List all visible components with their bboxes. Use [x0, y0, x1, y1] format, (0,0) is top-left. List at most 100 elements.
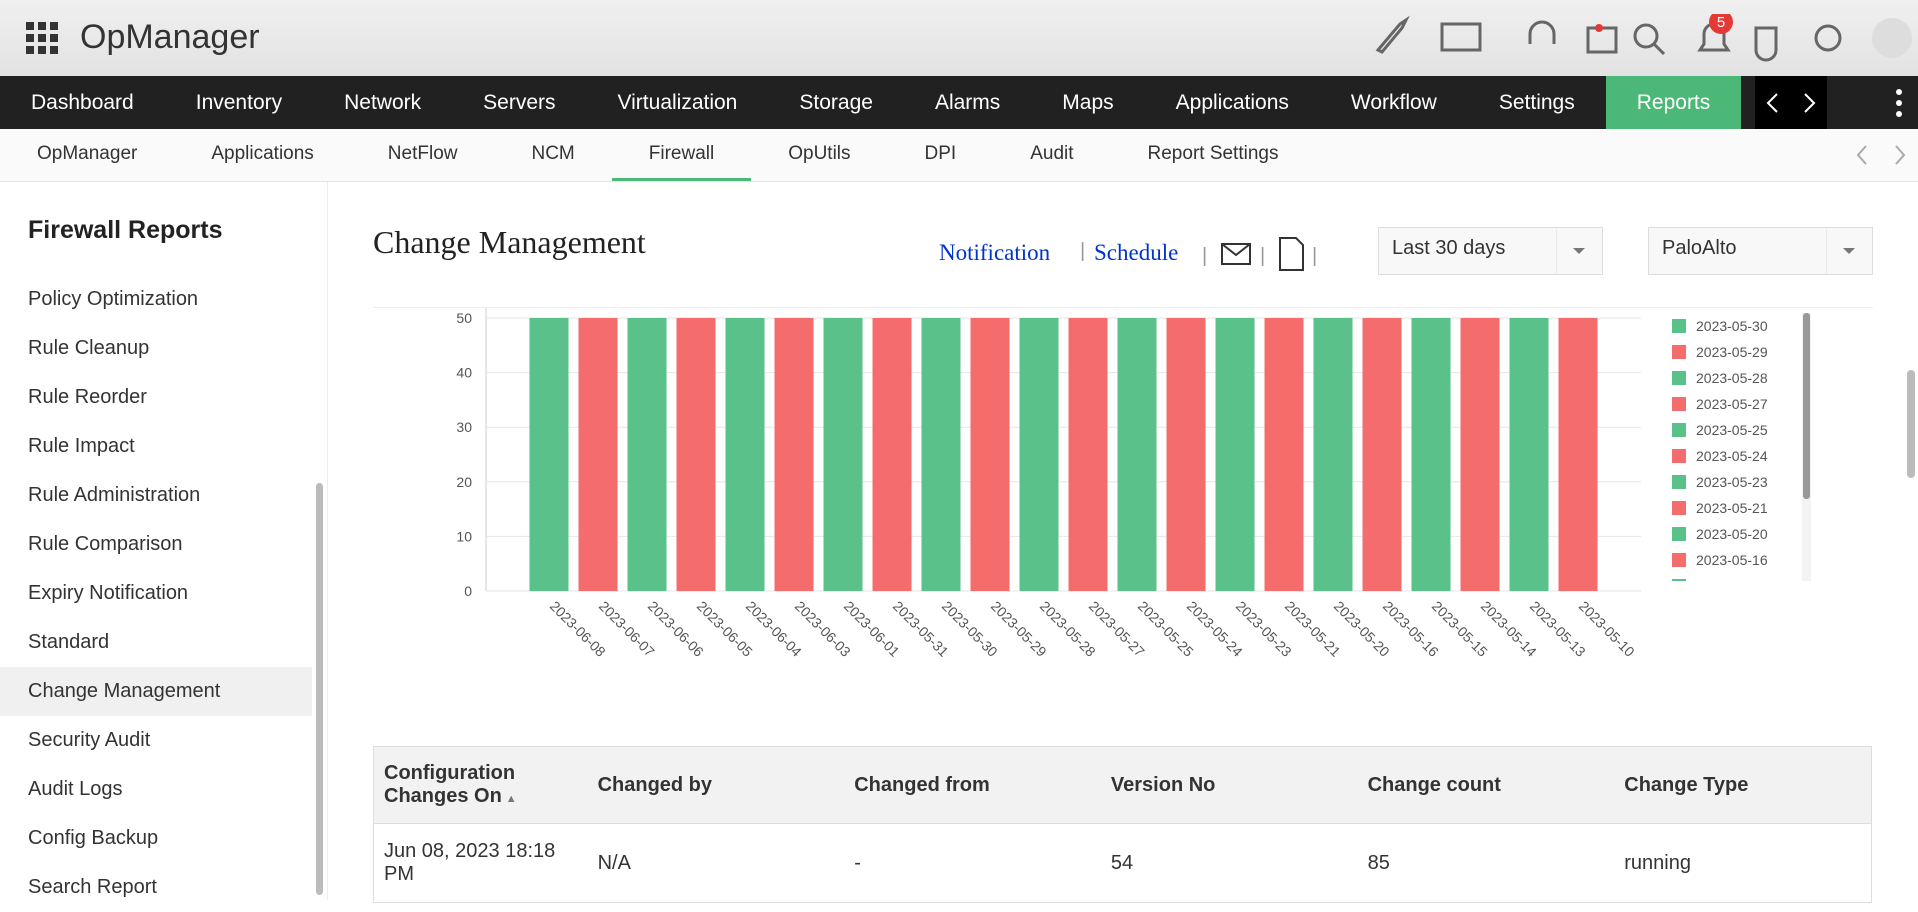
- sub-nav-arrows[interactable]: [1846, 140, 1916, 170]
- legend-item[interactable]: 2023-05-25: [1672, 417, 1798, 443]
- table-cell: Jun 08, 2023 18:18 PM: [373, 823, 588, 903]
- legend-item[interactable]: 2023-05-16: [1672, 547, 1798, 573]
- legend-item[interactable]: 2023-05-24: [1672, 443, 1798, 469]
- header-icons: 5: [1375, 14, 1912, 62]
- bar: [1215, 318, 1255, 591]
- sort-icon[interactable]: ▲: [505, 793, 517, 805]
- legend-swatch: [1672, 501, 1686, 515]
- sidebar-item[interactable]: Policy Optimization: [28, 288, 199, 310]
- sub-nav-item[interactable]: NCM: [531, 143, 575, 164]
- rocket-icon[interactable]: [1375, 15, 1410, 54]
- svg-text:|: |: [1260, 245, 1265, 267]
- legend-item[interactable]: 2023-05-20: [1672, 521, 1798, 547]
- period-value: Last 30 days: [1392, 237, 1506, 259]
- legend-swatch: [1672, 553, 1686, 567]
- sidebar-item[interactable]: Change Management: [0, 667, 312, 716]
- column-header[interactable]: Configuration Changes On ▲: [373, 746, 588, 824]
- page-scrollbar[interactable]: [1907, 370, 1915, 478]
- y-tick-label: 40: [456, 365, 472, 381]
- legend-swatch: [1672, 449, 1686, 463]
- legend-swatch: [1672, 475, 1686, 489]
- legend-swatch: [1672, 397, 1686, 411]
- nav-item[interactable]: Alarms: [934, 91, 1001, 114]
- legend-swatch: [1672, 579, 1686, 581]
- sub-nav-item[interactable]: Report Settings: [1147, 143, 1279, 164]
- plug-icon[interactable]: [1754, 26, 1778, 62]
- bar: [1411, 318, 1451, 591]
- settings-icon[interactable]: [1814, 24, 1842, 52]
- schedule-link[interactable]: Schedule: [1094, 240, 1179, 265]
- legend-item[interactable]: 2023-05-30: [1672, 313, 1798, 339]
- pdf-icon[interactable]: [1279, 237, 1304, 271]
- apps-icon[interactable]: [26, 22, 58, 54]
- data-table: Configuration Changes On ▲ Changed by Chang…: [373, 746, 1872, 903]
- sidebar-item[interactable]: Search Report: [28, 876, 157, 898]
- nav-item[interactable]: Virtualization: [617, 91, 738, 114]
- sub-nav-item[interactable]: Firewall: [611, 129, 752, 181]
- nav-item[interactable]: Workflow: [1350, 91, 1437, 114]
- legend-label: 2023-05-30: [1696, 318, 1768, 334]
- sidebar-item[interactable]: Security Audit: [28, 729, 151, 751]
- sidebar: Firewall Reports Policy Optimization Rule…: [0, 182, 328, 900]
- nav-item[interactable]: Maps: [1062, 91, 1114, 114]
- sub-nav-item[interactable]: OpUtils: [788, 143, 851, 164]
- sidebar-item[interactable]: Audit Logs: [28, 778, 123, 800]
- legend-item[interactable]: 2023-05-15: [1672, 573, 1798, 581]
- svg-text:|: |: [1312, 245, 1317, 267]
- bar: [725, 318, 765, 591]
- sub-nav-item[interactable]: DPI: [924, 143, 957, 164]
- sidebar-item[interactable]: Rule Impact: [28, 435, 135, 457]
- period-select[interactable]: Last 30 days: [1378, 227, 1603, 275]
- table-cell: 85: [1357, 823, 1615, 903]
- nav-item[interactable]: Applications: [1175, 91, 1289, 114]
- nav-item[interactable]: Dashboard: [31, 91, 134, 114]
- legend-label: 2023-05-25: [1696, 422, 1768, 438]
- app-name: OpManager: [80, 18, 260, 56]
- notification-link[interactable]: Notification: [939, 240, 1051, 265]
- legend-item[interactable]: 2023-05-29: [1672, 339, 1798, 365]
- legend-label: 2023-05-16: [1696, 552, 1768, 568]
- sub-nav-item[interactable]: NetFlow: [387, 143, 458, 164]
- sidebar-scrollbar[interactable]: [316, 483, 323, 895]
- legend-item[interactable]: 2023-05-21: [1672, 495, 1798, 521]
- nav-item[interactable]: Network: [344, 91, 422, 114]
- legend-swatch: [1672, 527, 1686, 541]
- nav-item[interactable]: Settings: [1498, 91, 1575, 114]
- sidebar-item[interactable]: Rule Administration: [28, 484, 201, 506]
- legend-item[interactable]: 2023-05-27: [1672, 391, 1798, 417]
- nav-more[interactable]: [1827, 76, 1918, 129]
- bar: [1068, 318, 1108, 591]
- sidebar-item[interactable]: Rule Cleanup: [28, 337, 150, 359]
- device-select[interactable]: PaloAlto: [1648, 227, 1873, 275]
- bar: [1264, 318, 1304, 591]
- avatar[interactable]: [1872, 18, 1912, 58]
- sidebar-item[interactable]: Config Backup: [28, 827, 159, 849]
- legend-item[interactable]: 2023-05-28: [1672, 365, 1798, 391]
- nav-scroll[interactable]: [1755, 76, 1827, 129]
- nav-item[interactable]: Reports: [1605, 76, 1742, 129]
- sidebar-item[interactable]: Expiry Notification: [28, 582, 189, 604]
- sub-nav-item[interactable]: OpManager: [37, 143, 138, 164]
- y-tick-label: 50: [456, 310, 472, 326]
- present-icon[interactable]: [1440, 22, 1482, 52]
- nav-item[interactable]: Servers: [483, 91, 556, 114]
- gift-icon[interactable]: [1586, 26, 1618, 54]
- sub-nav-item[interactable]: Audit: [1030, 143, 1074, 164]
- sidebar-item[interactable]: Rule Reorder: [28, 386, 147, 408]
- legend-swatch: [1672, 371, 1686, 385]
- nav-item[interactable]: Storage: [799, 91, 873, 114]
- y-tick-label: 20: [456, 474, 472, 490]
- support-icon[interactable]: [1528, 20, 1556, 44]
- search-icon[interactable]: [1633, 23, 1659, 49]
- nav-item[interactable]: Inventory: [195, 91, 283, 114]
- sidebar-item[interactable]: Standard: [28, 631, 110, 653]
- legend-label: 2023-05-27: [1696, 396, 1768, 412]
- table-cell: -: [844, 823, 1101, 903]
- legend-label: 2023-05-28: [1696, 370, 1768, 386]
- sidebar-item[interactable]: Rule Comparison: [28, 533, 183, 555]
- bar: [970, 318, 1010, 591]
- legend-item[interactable]: 2023-05-23: [1672, 469, 1798, 495]
- sub-nav-item[interactable]: Applications: [211, 143, 314, 164]
- top-bar: OpManager 5: [0, 0, 1918, 76]
- mail-icon[interactable]: [1221, 243, 1251, 265]
